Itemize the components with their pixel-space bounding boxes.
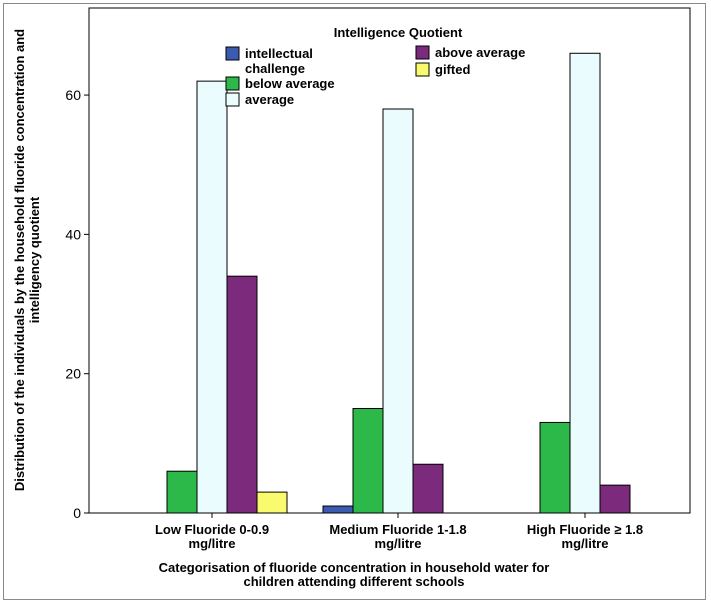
y-tick-label: 60	[65, 87, 81, 103]
x-axis-title-line: Categorisation of fluoride concentration…	[159, 560, 550, 575]
x-category-label: Low Fluoride 0-0.9	[155, 522, 269, 537]
bar-below-average	[539, 421, 571, 514]
y-tick-label: 0	[73, 505, 81, 521]
y-axis-title-line: Distribution of the individuals by the h…	[12, 29, 27, 491]
bar-above-average	[412, 463, 444, 514]
legend-label: average	[245, 92, 294, 107]
chart-frame: Distribution of the individuals by the h…	[3, 3, 706, 600]
legend-label: challenge	[245, 61, 305, 76]
legend-title: Intelligence Quotient	[334, 25, 463, 40]
bar-below-average	[352, 408, 384, 514]
bar-above-average	[599, 484, 631, 514]
bars	[166, 52, 631, 514]
legend-swatch	[225, 46, 240, 61]
x-category-label: mg/litre	[189, 536, 236, 551]
x-axis-title-line: children attending different schools	[243, 574, 464, 589]
x-category-label: High Fluoride ≥ 1.8	[527, 522, 643, 537]
legend-label: above average	[435, 45, 525, 60]
y-axis-title-line: intelligency quotient	[27, 196, 42, 323]
y-tick-label: 20	[65, 366, 81, 382]
x-category-label: Medium Fluoride 1-1.8	[329, 522, 466, 537]
y-axis-ticks: 0 20 40 60	[65, 87, 89, 521]
legend-label: gifted	[435, 62, 470, 77]
bar-chart: Distribution of the individuals by the h…	[12, 7, 691, 589]
legend-label: below average	[245, 76, 335, 91]
bar-average	[196, 80, 228, 514]
legend-label: intellectual	[245, 46, 313, 61]
legend-swatch	[225, 92, 240, 107]
x-axis-title: Categorisation of fluoride concentration…	[159, 560, 550, 589]
x-category-label: mg/litre	[562, 536, 609, 551]
bar-above-average	[226, 275, 258, 514]
bar-average	[569, 52, 601, 514]
bar-gifted	[256, 491, 288, 514]
legend-swatch	[415, 45, 430, 60]
bar-average	[382, 108, 414, 514]
bar-intellectual-challenge	[322, 505, 354, 514]
legend-swatch	[415, 62, 430, 77]
y-axis-title: Distribution of the individuals by the h…	[12, 29, 42, 491]
y-tick-label: 40	[65, 226, 81, 242]
x-category-label: mg/litre	[375, 536, 422, 551]
bar-below-average	[166, 470, 198, 514]
legend: Intelligence Quotient intellectualchalle…	[225, 25, 525, 107]
legend-swatch	[225, 76, 240, 91]
